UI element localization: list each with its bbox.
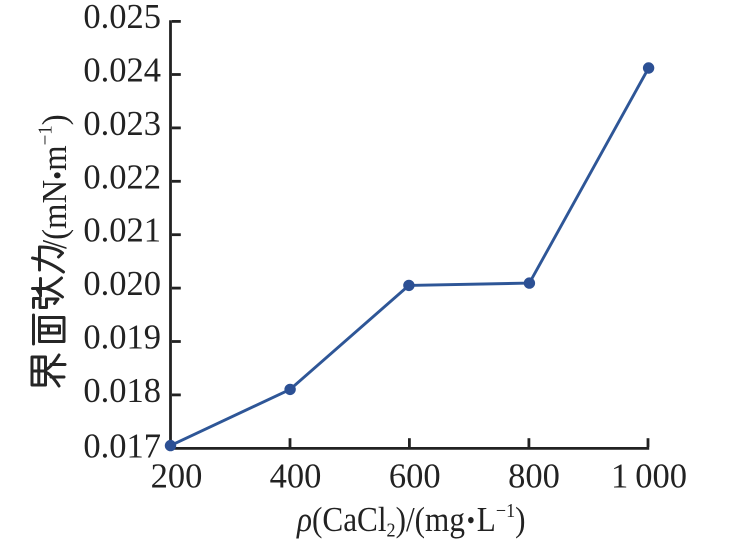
svg-text:/(mN•m−1): /(mN•m−1) <box>35 114 74 249</box>
svg-text:200: 200 <box>151 458 203 496</box>
svg-text:0.017: 0.017 <box>83 427 161 465</box>
svg-text:800: 800 <box>508 458 560 496</box>
svg-text:0.018: 0.018 <box>83 372 161 410</box>
svg-text:0.021: 0.021 <box>83 212 161 250</box>
svg-text:600: 600 <box>389 458 441 496</box>
svg-text:0.025: 0.025 <box>83 0 161 36</box>
svg-text:0.019: 0.019 <box>83 319 161 357</box>
svg-text:400: 400 <box>270 458 322 496</box>
svg-text:ρ(CaCl2)/(mg•L−1): ρ(CaCl2)/(mg•L−1) <box>296 500 525 540</box>
svg-text:0.024: 0.024 <box>83 52 161 90</box>
svg-text:0.020: 0.020 <box>83 265 161 303</box>
svg-text:0.023: 0.023 <box>83 105 161 143</box>
svg-text:0.022: 0.022 <box>83 158 161 196</box>
svg-text:1 000: 1 000 <box>611 458 687 496</box>
